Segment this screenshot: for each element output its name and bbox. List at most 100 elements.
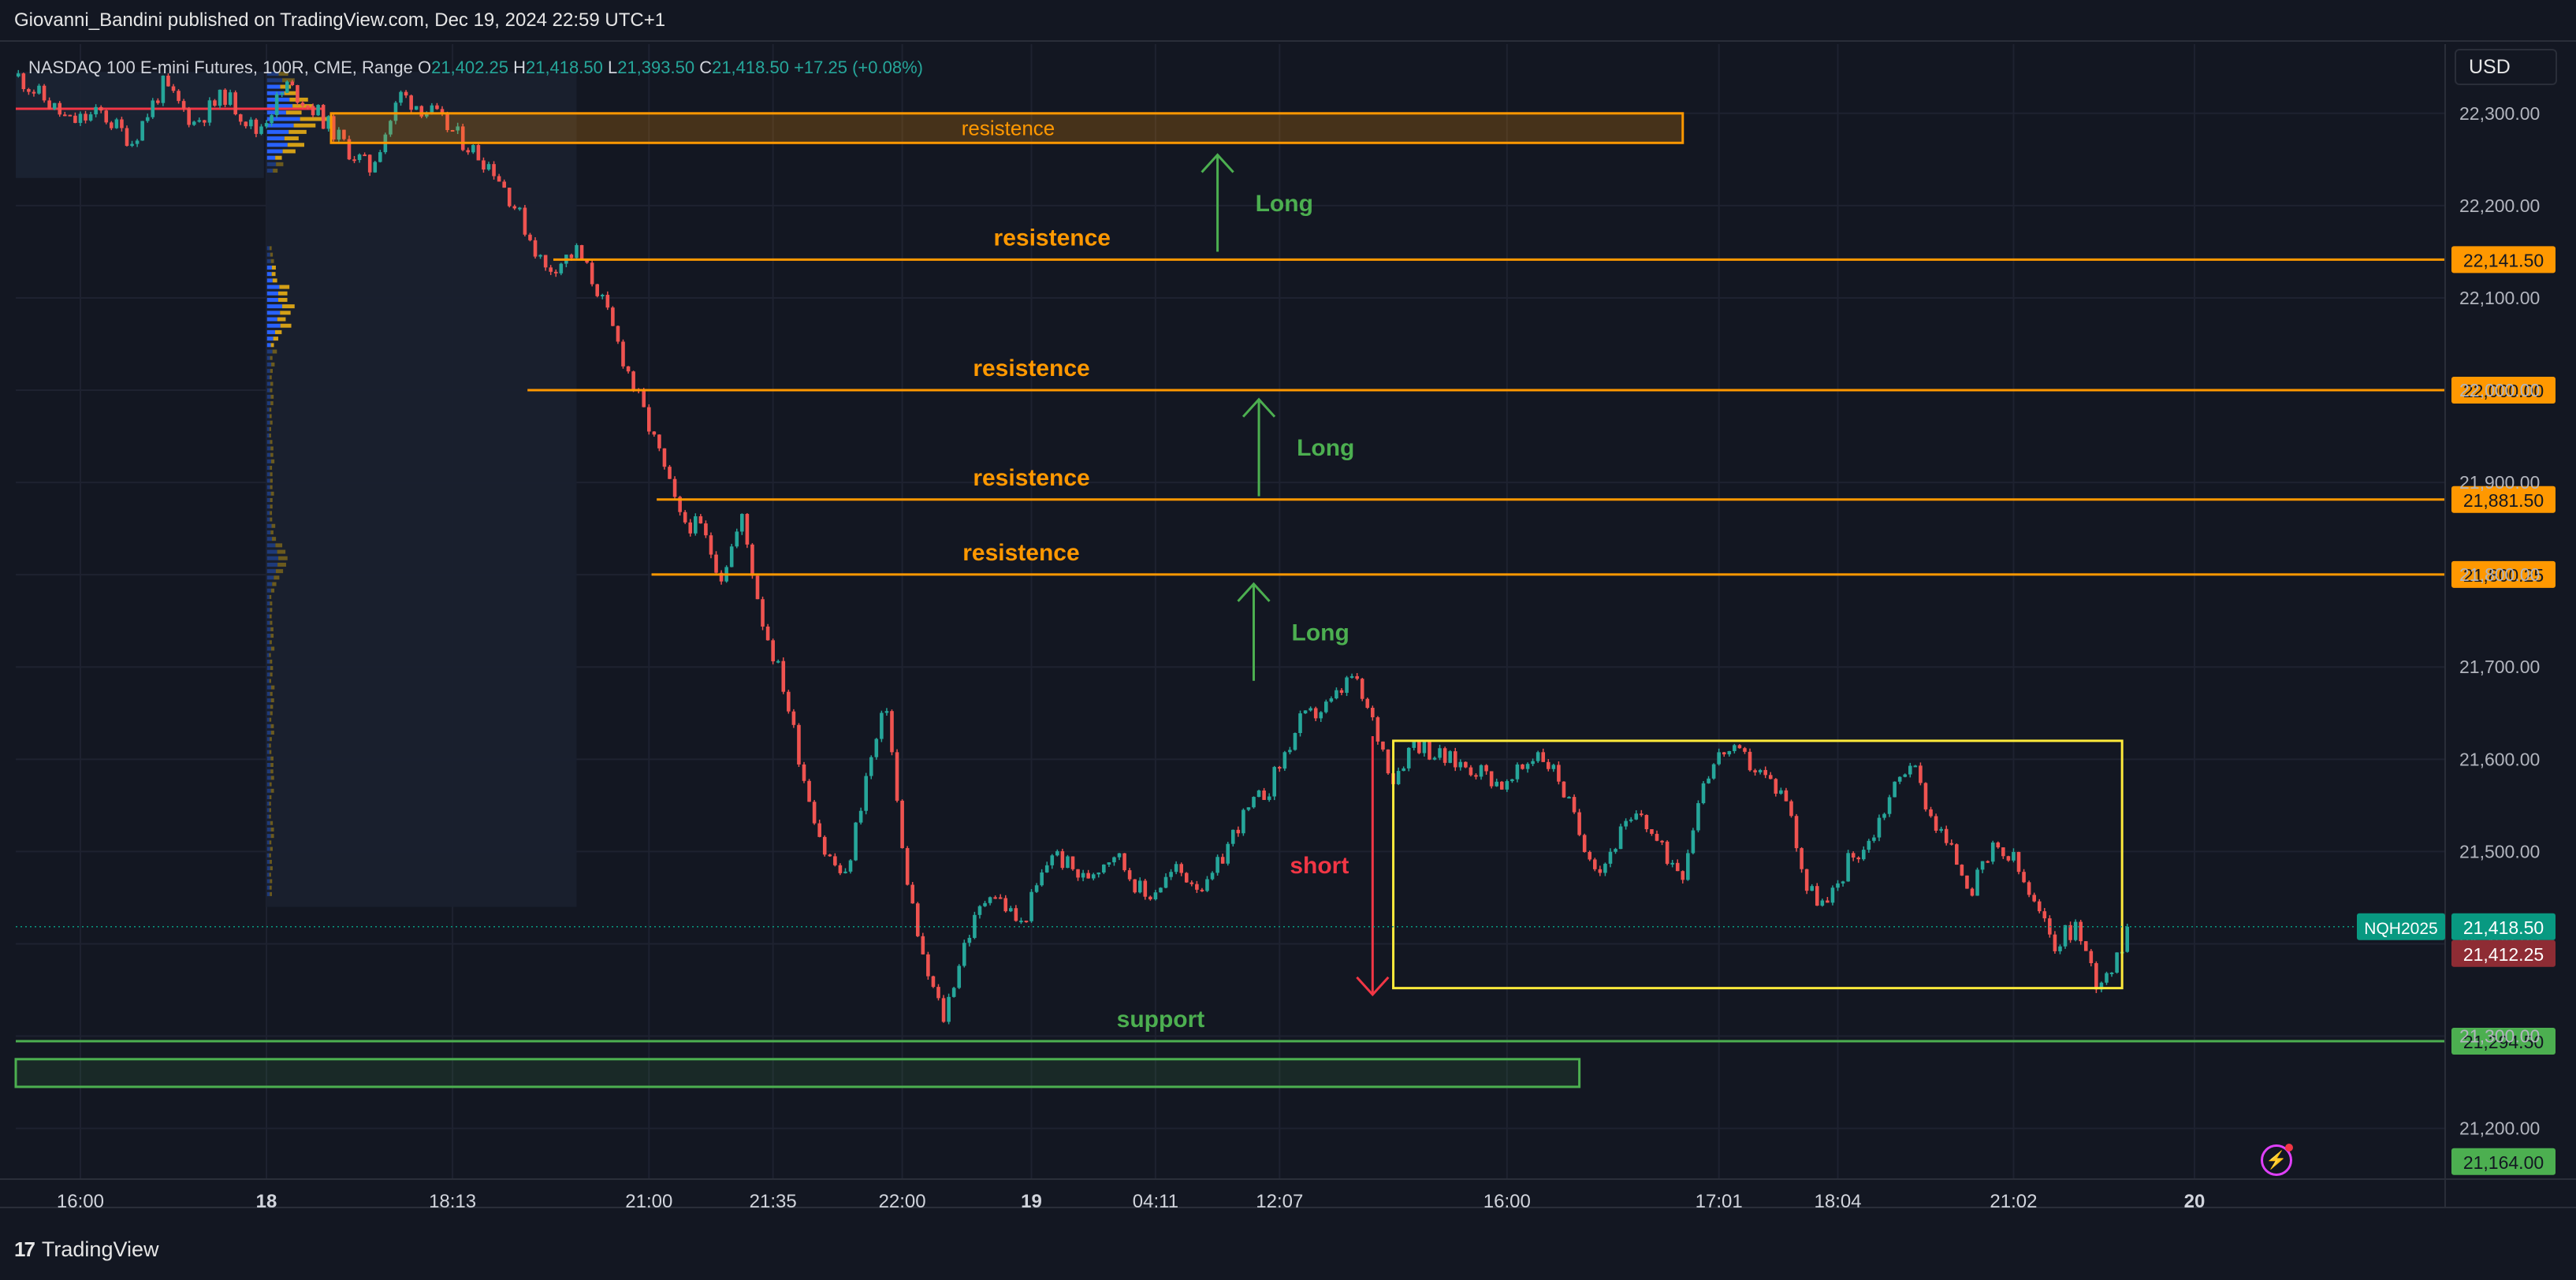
profile-bar <box>266 459 271 463</box>
candle <box>445 113 449 131</box>
profile-bar <box>287 143 304 147</box>
profile-bar <box>277 317 286 322</box>
profile-bar <box>269 426 271 431</box>
candle <box>1102 864 1106 873</box>
candle <box>1593 859 1597 869</box>
candle <box>1479 765 1483 777</box>
candle <box>781 660 786 692</box>
candle <box>611 307 615 326</box>
candle <box>1939 828 1943 831</box>
candle <box>270 115 274 124</box>
candlesticks <box>16 69 2130 1025</box>
candle <box>1800 848 1804 869</box>
profile-bar <box>273 337 279 341</box>
candle <box>2105 973 2109 983</box>
candle <box>797 724 801 765</box>
candle <box>1432 757 1437 760</box>
candle <box>1252 797 1256 808</box>
profile-bar <box>266 827 271 832</box>
candle <box>812 802 817 824</box>
candle <box>1934 816 1938 831</box>
candle <box>1241 809 1245 834</box>
candle <box>1081 873 1085 878</box>
candle <box>1236 829 1241 834</box>
candle <box>1949 843 1954 845</box>
candle <box>1153 892 1158 900</box>
profile-bar <box>269 840 272 845</box>
currency-button[interactable]: USD <box>2455 49 2557 85</box>
profile-bar <box>266 530 271 534</box>
publisher-line: Giovanni_Bandini published on TradingVie… <box>14 9 666 31</box>
candle <box>130 143 134 147</box>
profile-bar <box>266 808 270 813</box>
candle <box>962 943 966 966</box>
candle <box>884 711 889 713</box>
candle <box>1428 741 1431 760</box>
resistance-21800-label: resistence <box>962 540 1079 566</box>
candle <box>1990 842 1995 862</box>
profile-bar <box>275 569 284 574</box>
profile-bar <box>271 362 275 367</box>
top-bar: Giovanni_Bandini published on TradingVie… <box>0 0 2576 44</box>
profile-bar <box>269 433 271 438</box>
candle <box>657 434 661 448</box>
candle <box>1996 842 2001 848</box>
profile-bar <box>266 620 270 625</box>
x-tick-label: 16:00 <box>1483 1191 1531 1212</box>
candle <box>538 255 542 257</box>
profile-bar <box>266 646 271 651</box>
profile-bar <box>266 885 270 890</box>
candle <box>1784 790 1789 802</box>
candle <box>363 154 367 157</box>
profile-bar <box>266 549 277 554</box>
candle <box>755 575 760 600</box>
profile-bar <box>284 91 299 95</box>
candle <box>1040 872 1044 886</box>
profile-bar <box>275 543 283 548</box>
resistance-22000-label: resistence <box>973 355 1089 381</box>
candle <box>1360 679 1364 699</box>
candle <box>890 711 894 753</box>
profile-bar <box>266 698 271 703</box>
candle <box>2006 856 2011 861</box>
candle <box>1841 881 1845 884</box>
candle <box>244 121 248 127</box>
candle <box>1691 830 1696 854</box>
profile-bar <box>266 388 270 393</box>
candle <box>1774 779 1778 794</box>
candle <box>1195 884 1199 890</box>
profile-bar <box>266 873 270 877</box>
candle <box>579 245 584 261</box>
candle <box>1313 708 1318 719</box>
candle <box>1826 900 1830 903</box>
candle <box>2115 952 2119 973</box>
profile-bar <box>277 291 288 296</box>
price-chart[interactable]: resistence resistence resistence resistence… <box>0 0 2576 1214</box>
candle <box>1789 801 1793 817</box>
candle <box>1448 751 1452 763</box>
x-tick-label: 18 <box>256 1191 277 1212</box>
profile-bar <box>266 84 281 89</box>
tradingview-logo[interactable]: 17 TradingView <box>14 1237 159 1262</box>
profile-bar <box>266 634 271 638</box>
lightning-icon[interactable]: ⚡ <box>2261 1144 2293 1176</box>
y-tick-label: 21,900.00 <box>2459 472 2540 493</box>
profile-bar <box>266 731 271 735</box>
candle <box>1086 873 1090 879</box>
candle <box>1737 745 1742 749</box>
resistance-zone-label: resistence <box>962 117 1055 140</box>
profile-bar <box>269 814 271 819</box>
candle <box>1458 761 1463 768</box>
profile-bar <box>266 711 270 716</box>
profile-bar <box>266 491 271 496</box>
profile-bar <box>270 847 273 851</box>
candle <box>2032 895 2036 902</box>
profile-bar <box>270 485 273 489</box>
bottom-bar: 17 TradingView <box>0 1214 2576 1280</box>
candle <box>646 407 651 432</box>
candle <box>1024 921 1029 923</box>
candle <box>1464 761 1468 768</box>
candle <box>1127 870 1132 880</box>
candle <box>114 119 119 128</box>
candle <box>1588 851 1592 860</box>
